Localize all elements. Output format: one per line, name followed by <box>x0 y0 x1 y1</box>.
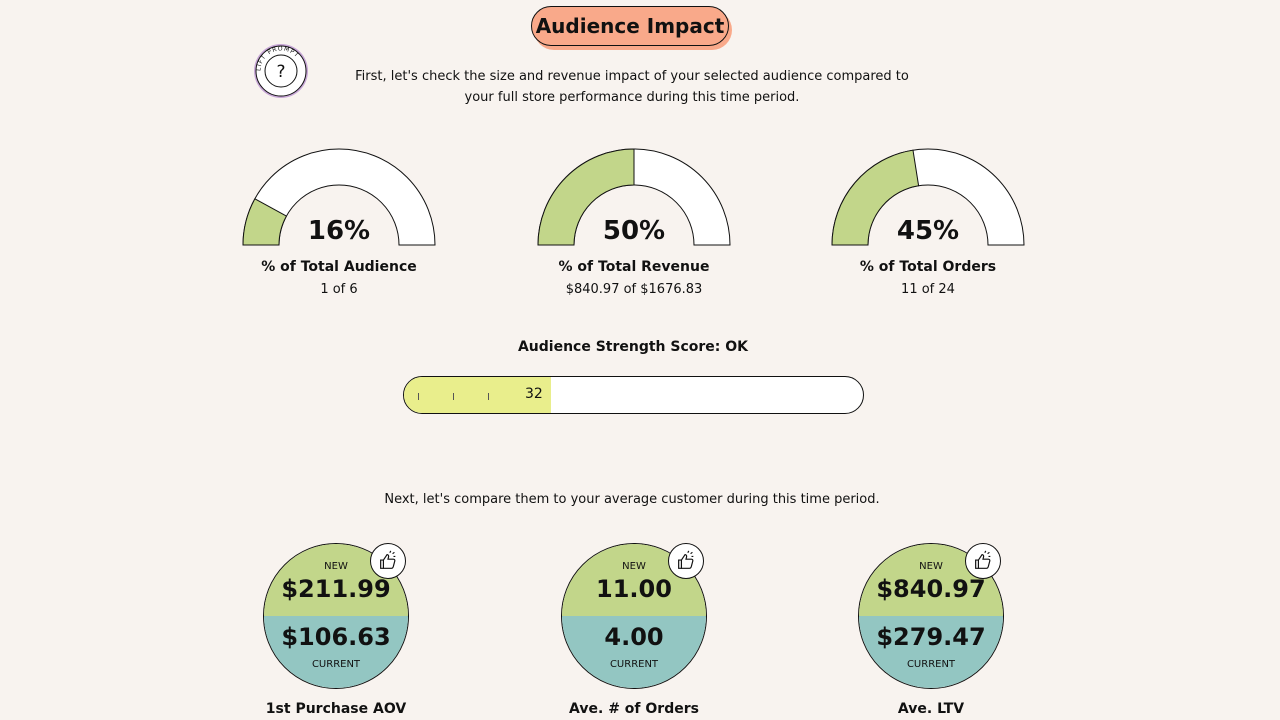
new-label: NEW <box>324 561 348 572</box>
gauge-chart <box>537 148 731 246</box>
gauge-label: % of Total Audience <box>261 259 417 275</box>
current-label: CURRENT <box>906 659 956 670</box>
gauge-percent: 50% <box>602 216 666 246</box>
thumbs-up-icon <box>668 543 704 579</box>
strength-score-title: Audience Strength Score: OK <box>517 339 749 355</box>
gauge-fill <box>242 198 288 246</box>
current-value: $279.47 <box>876 623 986 651</box>
gauge-percent: 45% <box>896 216 960 246</box>
gauge-chart <box>242 148 436 246</box>
gauge-percent: 16% <box>307 216 371 246</box>
compare-text: Next, let's compare them to your average… <box>384 492 880 507</box>
metric-label: 1st Purchase AOV <box>265 701 407 717</box>
lift-prompt-badge[interactable]: LIFT PROMPT ? <box>253 43 309 99</box>
intro-text: First, let's check the size and revenue … <box>355 69 909 105</box>
score-tick <box>418 393 419 400</box>
score-tick <box>453 393 454 400</box>
question-icon: ? <box>276 62 285 82</box>
gauge-label: % of Total Orders <box>859 259 997 275</box>
page-title: Audience Impact <box>531 6 729 46</box>
new-value: $840.97 <box>876 575 986 603</box>
gauge-fill <box>537 148 635 246</box>
current-label: CURRENT <box>311 659 361 670</box>
score-value: 32 <box>525 386 543 402</box>
gauge-total-revenue: 50% % of Total Revenue $840.97 of $1676.… <box>537 148 731 297</box>
gauge-chart <box>831 148 1025 246</box>
gauge-label: % of Total Revenue <box>558 259 710 275</box>
gauge-detail: $840.97 of $1676.83 <box>565 282 703 297</box>
new-label: NEW <box>919 561 943 572</box>
new-value: $211.99 <box>281 575 391 603</box>
metric-average-orders: NEW 11.00 4.00 CURRENT Ave. # of Orders <box>561 543 707 717</box>
thumbs-up-icon <box>370 543 406 579</box>
gauge-detail: 11 of 24 <box>901 282 955 297</box>
score-tick <box>488 393 489 400</box>
metric-circle: NEW 11.00 4.00 CURRENT <box>561 543 707 689</box>
current-value: $106.63 <box>281 623 391 651</box>
strength-score-bar: 32 <box>403 376 864 414</box>
metric-first-purchase-aov: NEW $211.99 $106.63 CURRENT 1st Purchase… <box>263 543 409 717</box>
thumbs-up-icon <box>965 543 1001 579</box>
gauge-fill <box>831 149 920 246</box>
metric-average-ltv: NEW $840.97 $279.47 CURRENT Ave. LTV <box>858 543 1004 717</box>
gauge-total-orders: 45% % of Total Orders 11 of 24 <box>831 148 1025 297</box>
current-label: CURRENT <box>609 659 659 670</box>
new-value: 11.00 <box>596 575 672 603</box>
metric-label: Ave. LTV <box>897 701 965 717</box>
new-label: NEW <box>622 561 646 572</box>
gauge-total-audience: 16% % of Total Audience 1 of 6 <box>242 148 436 297</box>
score-fill <box>404 377 551 413</box>
current-value: 4.00 <box>604 623 664 651</box>
gauge-detail: 1 of 6 <box>320 282 358 297</box>
metric-label: Ave. # of Orders <box>569 701 699 717</box>
gauge-track <box>242 148 436 246</box>
